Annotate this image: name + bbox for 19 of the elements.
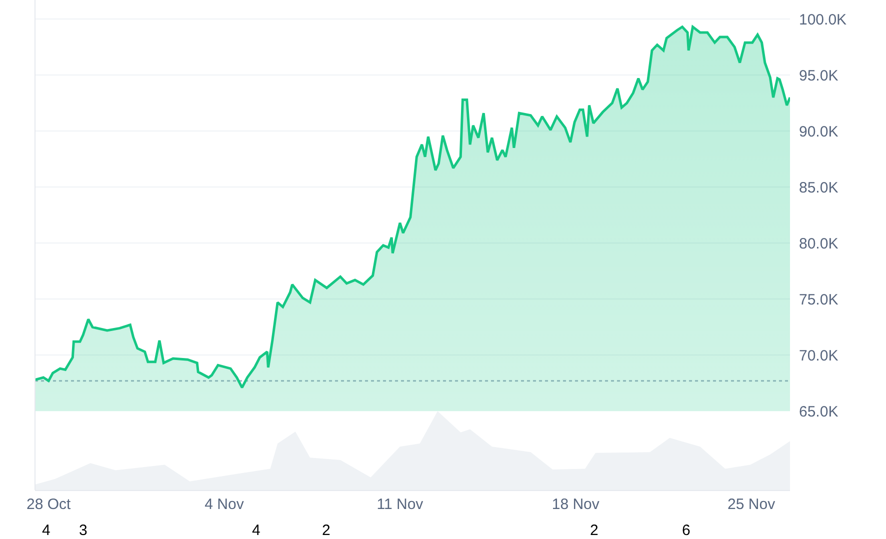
text: 2	[322, 522, 330, 539]
text: 6	[682, 522, 690, 539]
x-tick-label: 25 Nov	[728, 496, 776, 513]
y-tick-label: 65.0K	[799, 403, 838, 420]
y-tick-label: 70.0K	[799, 347, 838, 364]
y-tick-label: 85.0K	[799, 179, 838, 196]
y-tick-label: 95.0K	[799, 67, 838, 84]
x-tick-label: 28 Oct	[26, 496, 72, 513]
text: 2	[590, 522, 598, 539]
y-tick-label: 75.0K	[799, 291, 838, 308]
x-tick-label: 18 Nov	[552, 496, 600, 513]
text: 4	[42, 522, 50, 539]
x-tick-label: 4 Nov	[204, 496, 244, 513]
y-tick-label: 90.0K	[799, 123, 838, 140]
x-tick-label: 11 Nov	[376, 496, 424, 513]
text: 4	[252, 522, 260, 539]
text: 3	[79, 522, 88, 539]
y-tick-label: 100.0K	[799, 11, 847, 28]
y-tick-label: 80.0K	[799, 235, 838, 252]
